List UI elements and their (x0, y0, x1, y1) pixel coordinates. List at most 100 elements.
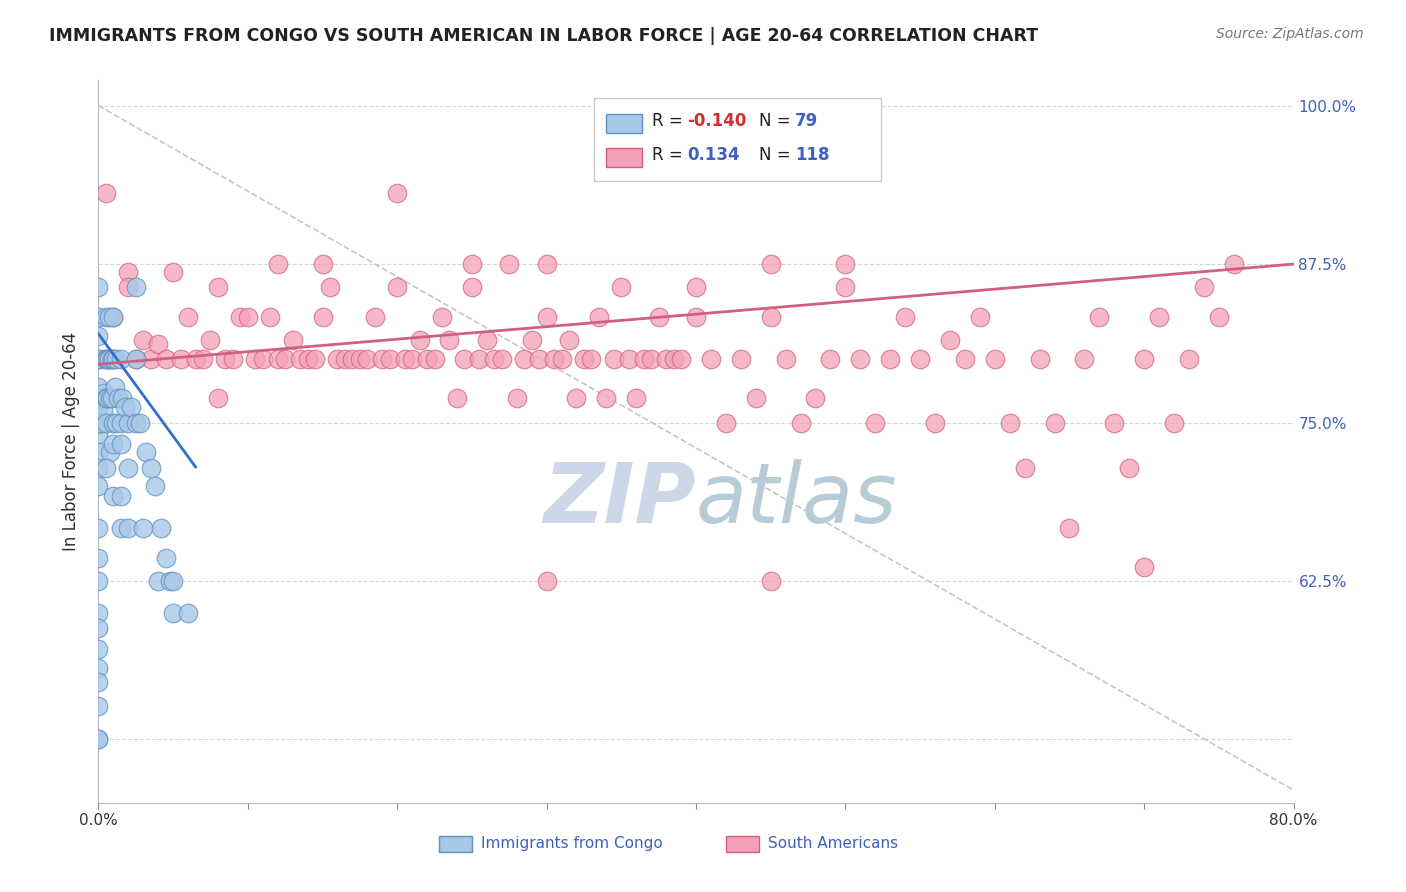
Point (364, 310, 387, 325)
Text: N =: N = (759, 146, 796, 164)
Point (1028, 352, 1050, 367)
Point (110, 437, 132, 451)
Point (177, 310, 200, 325)
Point (834, 257, 856, 271)
Point (804, 392, 827, 406)
Point (97, 352, 120, 367)
Point (908, 352, 931, 367)
Point (969, 310, 991, 325)
Point (789, 416, 811, 430)
Point (132, 333, 155, 347)
Point (468, 352, 491, 367)
Text: Immigrants from Congo: Immigrants from Congo (481, 836, 662, 851)
Point (159, 574, 181, 588)
Point (94, 416, 117, 430)
Point (1104, 416, 1126, 430)
Point (730, 352, 752, 367)
Point (647, 310, 669, 325)
Point (148, 574, 170, 588)
Point (162, 606, 184, 620)
Point (91, 402, 114, 417)
Y-axis label: In Labor Force | Age 20-64: In Labor Force | Age 20-64 (62, 332, 80, 551)
Point (461, 257, 484, 271)
Point (252, 352, 274, 367)
Point (89, 392, 111, 406)
Point (1014, 461, 1036, 475)
Point (236, 310, 259, 325)
Point (491, 352, 513, 367)
Text: R =: R = (652, 112, 688, 130)
Point (685, 310, 707, 325)
Point (1088, 310, 1111, 325)
Point (498, 257, 520, 271)
Point (1192, 280, 1215, 294)
Point (378, 352, 401, 367)
Point (87, 551, 110, 566)
Point (87, 606, 110, 620)
Point (155, 352, 177, 367)
Point (148, 337, 170, 351)
Point (135, 444, 157, 458)
Point (245, 352, 267, 367)
Text: -0.140: -0.140 (688, 112, 747, 130)
Point (107, 392, 129, 406)
Point (669, 352, 692, 367)
Text: Source: ZipAtlas.com: Source: ZipAtlas.com (1216, 27, 1364, 41)
Point (87, 479, 110, 493)
Point (87, 675, 110, 690)
Point (311, 310, 333, 325)
Point (617, 352, 640, 367)
Point (129, 416, 152, 430)
Point (984, 352, 1007, 367)
Point (117, 521, 139, 535)
Point (924, 416, 946, 430)
Point (1133, 560, 1156, 574)
Point (259, 310, 281, 325)
Point (139, 352, 162, 367)
Point (288, 352, 311, 367)
Point (94, 186, 117, 200)
Point (87, 699, 110, 714)
Text: R =: R = (652, 146, 688, 164)
Point (110, 489, 132, 503)
Point (1208, 310, 1230, 325)
Point (385, 280, 409, 294)
Point (110, 521, 132, 535)
Point (775, 352, 797, 367)
Point (430, 310, 453, 325)
Point (333, 352, 356, 367)
Point (1073, 352, 1095, 367)
Point (513, 352, 536, 367)
Point (520, 333, 543, 347)
Point (155, 551, 177, 566)
Point (90, 416, 112, 430)
Point (125, 352, 148, 367)
Point (759, 310, 782, 325)
Point (685, 280, 707, 294)
Point (222, 352, 245, 367)
Point (640, 352, 662, 367)
Point (105, 352, 128, 367)
Point (461, 280, 484, 294)
Point (117, 265, 139, 279)
Point (714, 416, 737, 430)
Point (536, 257, 558, 271)
Point (349, 352, 371, 367)
Point (759, 257, 782, 271)
Point (96, 392, 118, 406)
Point (319, 280, 342, 294)
Point (894, 310, 917, 325)
Point (207, 392, 229, 406)
Point (191, 352, 214, 367)
Point (162, 265, 184, 279)
Point (87, 642, 110, 657)
Text: 0.134: 0.134 (688, 146, 740, 164)
Point (527, 352, 550, 367)
Point (87, 380, 110, 394)
Point (385, 186, 409, 200)
Point (297, 352, 319, 367)
Point (626, 392, 648, 406)
Point (326, 352, 349, 367)
Point (1147, 310, 1170, 325)
Point (662, 352, 685, 367)
